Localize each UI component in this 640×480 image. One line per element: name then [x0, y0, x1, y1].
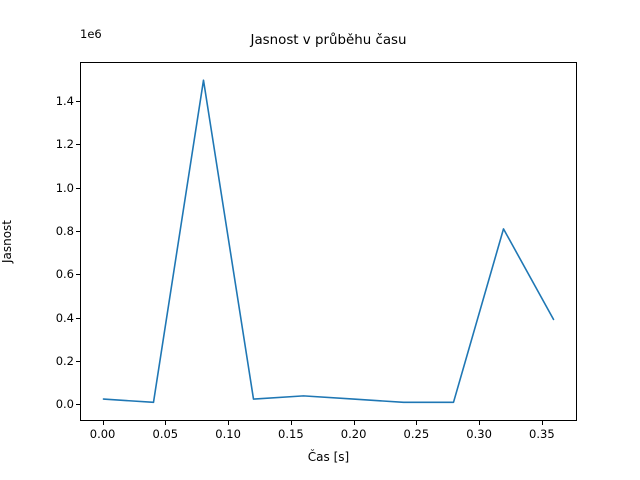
- x-tick-mark: [353, 421, 355, 425]
- y-tick-label: 0.0: [55, 397, 74, 412]
- y-tick-label: 1.4: [55, 93, 74, 108]
- x-tick-label: 0.00: [89, 427, 116, 441]
- y-tick-label: 1.2: [55, 137, 74, 152]
- x-axis-tick-labels: 0.00 0.05 0.10 0.15 0.20 0.25 0.30 0.35: [0, 427, 640, 447]
- y-tick-label: 0.6: [55, 267, 74, 282]
- x-tick-mark: [228, 421, 230, 425]
- y-tick-mark: [76, 100, 80, 102]
- y-axis-label: Jasnost: [0, 219, 14, 264]
- x-tick-label: 0.10: [215, 427, 241, 441]
- x-tick-mark: [165, 421, 167, 425]
- y-tick-mark: [76, 187, 80, 189]
- y-tick-mark: [76, 274, 80, 276]
- x-tick-label: 0.25: [403, 427, 430, 441]
- y-axis-tick-labels: 0.0 0.2 0.4 0.6 0.8 1.0 1.2 1.4: [38, 0, 74, 480]
- x-tick-mark: [102, 421, 104, 425]
- y-tick-mark: [76, 404, 80, 406]
- x-axis-label: Čas [s]: [307, 450, 350, 464]
- line-series-canvas: [102, 79, 555, 404]
- x-tick-label: 0.05: [152, 427, 179, 441]
- y-tick-label: 1.0: [55, 180, 74, 195]
- y-tick-mark: [76, 317, 80, 319]
- x-tick-mark: [416, 421, 418, 425]
- x-tick-mark: [479, 421, 481, 425]
- chart-title: Jasnost v průběhu času: [250, 33, 407, 48]
- x-tick-label: 0.35: [529, 427, 555, 441]
- y-tick-label: 0.4: [55, 310, 74, 325]
- y-tick-mark: [76, 144, 80, 146]
- plot-axes: [80, 62, 577, 421]
- y-axis-offset-text: 1e6: [80, 27, 102, 41]
- brightness-line: [102, 79, 555, 404]
- x-tick-label: 0.20: [340, 427, 367, 441]
- x-tick-label: 0.30: [466, 427, 492, 441]
- y-tick-label: 0.8: [55, 223, 74, 238]
- y-tick-mark: [76, 230, 80, 232]
- x-tick-label: 0.15: [278, 427, 304, 441]
- y-tick-mark: [76, 360, 80, 362]
- x-tick-mark: [541, 421, 543, 425]
- x-tick-mark: [290, 421, 292, 425]
- y-tick-label: 0.2: [55, 353, 74, 368]
